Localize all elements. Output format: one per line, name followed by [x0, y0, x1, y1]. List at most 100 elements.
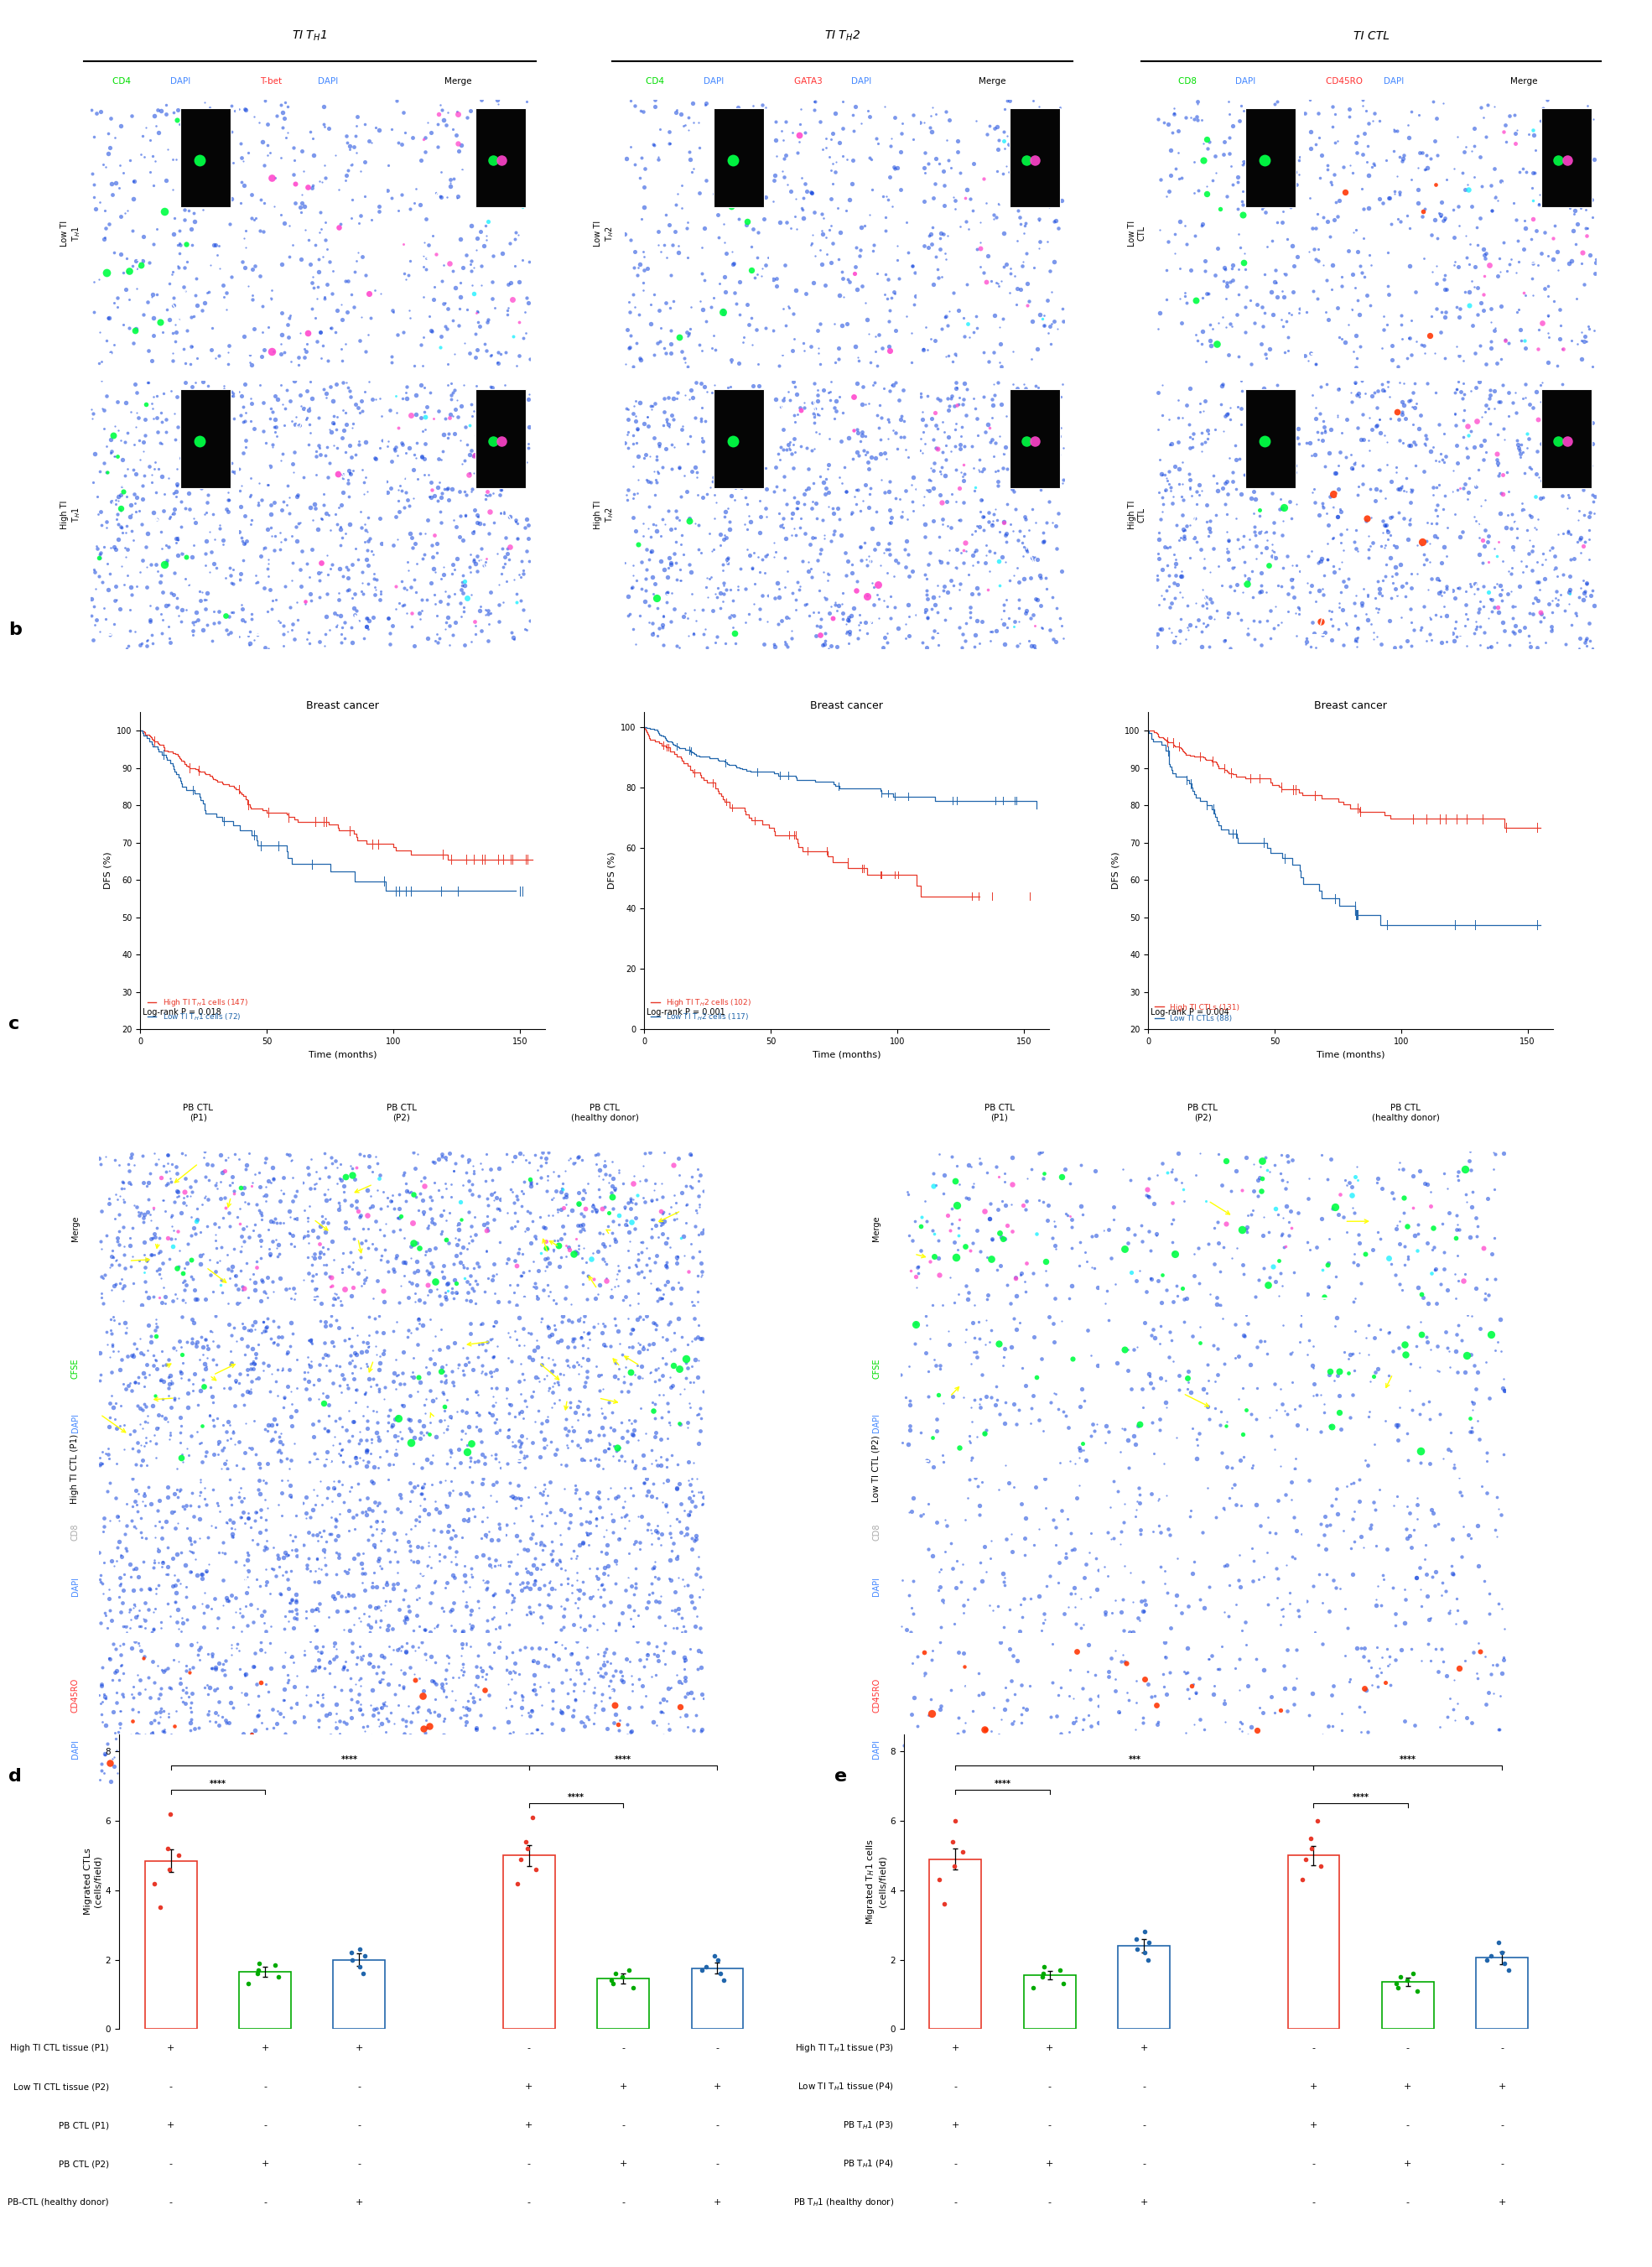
Text: Log-rank P = 0.018: Log-rank P = 0.018: [144, 1009, 221, 1016]
Text: +: +: [952, 2122, 960, 2129]
Text: ****: ****: [995, 1780, 1011, 1789]
Text: +: +: [261, 2160, 269, 2167]
Text: GATA3: GATA3: [795, 77, 824, 86]
Text: -: -: [263, 2199, 266, 2206]
FancyBboxPatch shape: [1009, 390, 1059, 487]
Text: -: -: [169, 2160, 172, 2167]
Text: CD45RO: CD45RO: [872, 1678, 881, 1712]
Legend: High TI T$_H$2 cells (102), Low TI T$_H$2 cells (117): High TI T$_H$2 cells (102), Low TI T$_H$…: [648, 995, 755, 1025]
Text: -: -: [953, 2199, 957, 2206]
Text: -: -: [1047, 2199, 1051, 2206]
Text: -: -: [1142, 2160, 1145, 2167]
Bar: [930, 1859, 981, 2029]
Text: ****: ****: [1399, 1755, 1416, 1764]
Text: -: -: [169, 2083, 172, 2090]
Text: PB CTL
(healthy donor): PB CTL (healthy donor): [1371, 1104, 1441, 1122]
Text: Log-rank P = 0.001: Log-rank P = 0.001: [648, 1009, 725, 1016]
Text: Merge: Merge: [71, 1215, 79, 1242]
Text: -: -: [527, 2160, 530, 2167]
Text: High TI T$_H$1 tissue (P3): High TI T$_H$1 tissue (P3): [795, 2043, 894, 2054]
Text: DAPI: DAPI: [71, 1576, 79, 1596]
Text: PB T$_H$1 (P4): PB T$_H$1 (P4): [843, 2158, 894, 2170]
FancyBboxPatch shape: [1246, 109, 1295, 206]
Text: PB CTL (P1): PB CTL (P1): [59, 2122, 109, 2129]
FancyBboxPatch shape: [1541, 109, 1591, 206]
Text: -: -: [263, 2083, 266, 2090]
Text: Low TI
T$_H$1: Low TI T$_H$1: [59, 220, 83, 247]
Text: TI CTL: TI CTL: [1353, 29, 1389, 43]
Text: CD8: CD8: [71, 1523, 79, 1542]
Text: DAPI: DAPI: [71, 1739, 79, 1759]
Text: +: +: [167, 2122, 175, 2129]
Text: DAPI: DAPI: [851, 77, 872, 86]
Text: PB CTL
(P1): PB CTL (P1): [985, 1104, 1014, 1122]
X-axis label: Time (months): Time (months): [309, 1050, 377, 1059]
Text: +: +: [714, 2083, 722, 2090]
Text: +: +: [620, 2160, 628, 2167]
Legend: High TI CTLs (131), Low TI CTLs (88): High TI CTLs (131), Low TI CTLs (88): [1151, 1000, 1242, 1025]
Text: PB CTL (P2): PB CTL (P2): [59, 2160, 109, 2167]
Bar: [1024, 1975, 1075, 2029]
Title: Breast cancer: Breast cancer: [306, 701, 380, 712]
Text: +: +: [1140, 2045, 1148, 2052]
Text: T-bet: T-bet: [261, 77, 284, 86]
Text: -: -: [527, 2045, 530, 2052]
Text: ****: ****: [1353, 1793, 1370, 1802]
Text: Merge: Merge: [444, 77, 472, 86]
Text: +: +: [355, 2045, 363, 2052]
Bar: [334, 1959, 385, 2029]
Text: -: -: [1406, 2045, 1409, 2052]
Text: +: +: [1310, 2083, 1318, 2090]
Text: -: -: [621, 2045, 624, 2052]
Text: High TI
T$_H$1: High TI T$_H$1: [59, 501, 83, 528]
Text: CD4: CD4: [112, 77, 134, 86]
Y-axis label: DFS (%): DFS (%): [104, 852, 112, 889]
Text: ****: ****: [210, 1780, 226, 1789]
Y-axis label: DFS (%): DFS (%): [608, 852, 616, 889]
Text: PB-CTL (healthy donor): PB-CTL (healthy donor): [8, 2199, 109, 2206]
Y-axis label: Migrated T$_H$1 cells
(cells/field): Migrated T$_H$1 cells (cells/field): [866, 1839, 887, 1925]
Text: PB CTL
(P2): PB CTL (P2): [387, 1104, 416, 1122]
Text: c: c: [8, 1016, 20, 1031]
Legend: High TI T$_H$1 cells (147), Low TI T$_H$1 cells (72): High TI T$_H$1 cells (147), Low TI T$_H$…: [144, 995, 251, 1025]
Text: +: +: [1498, 2083, 1507, 2090]
Text: Low TI
CTL: Low TI CTL: [1128, 220, 1145, 247]
Bar: [240, 1972, 291, 2029]
Text: TI T$_H$1: TI T$_H$1: [292, 29, 327, 43]
Text: -: -: [1047, 2122, 1051, 2129]
Text: +: +: [1404, 2160, 1412, 2167]
Text: DAPI: DAPI: [704, 77, 724, 86]
Text: -: -: [715, 2160, 719, 2167]
Title: Breast cancer: Breast cancer: [809, 701, 884, 712]
Text: -: -: [1312, 2199, 1315, 2206]
Text: -: -: [1406, 2199, 1409, 2206]
Text: High TI
CTL: High TI CTL: [1128, 501, 1145, 528]
Text: Low TI CTL (P2): Low TI CTL (P2): [871, 1435, 881, 1503]
Text: -: -: [1312, 2160, 1315, 2167]
Text: DAPI: DAPI: [1236, 77, 1256, 86]
Text: TI T$_H$2: TI T$_H$2: [824, 29, 861, 43]
Text: CD4: CD4: [646, 77, 667, 86]
Text: +: +: [167, 2045, 175, 2052]
Text: DAPI: DAPI: [170, 77, 190, 86]
Text: -: -: [621, 2199, 624, 2206]
Text: PB CTL
(P2): PB CTL (P2): [1188, 1104, 1218, 1122]
Text: -: -: [953, 2160, 957, 2167]
Text: +: +: [620, 2083, 628, 2090]
Bar: [596, 1979, 649, 2029]
Text: PB T$_H$1 (healthy donor): PB T$_H$1 (healthy donor): [793, 2197, 894, 2208]
X-axis label: Time (months): Time (months): [1317, 1050, 1384, 1059]
Text: -: -: [1142, 2122, 1145, 2129]
Text: e: e: [834, 1768, 847, 1784]
Bar: [1118, 1945, 1170, 2029]
Text: CD8: CD8: [872, 1523, 881, 1542]
Bar: [1287, 1857, 1340, 2029]
X-axis label: Time (months): Time (months): [813, 1050, 881, 1059]
Text: Merge: Merge: [1510, 77, 1538, 86]
Text: CFSE: CFSE: [71, 1358, 79, 1378]
Y-axis label: DFS (%): DFS (%): [1112, 852, 1120, 889]
Text: Low TI
T$_H$2: Low TI T$_H$2: [593, 220, 616, 247]
Text: ****: ****: [342, 1755, 358, 1764]
Text: Low TI CTL tissue (P2): Low TI CTL tissue (P2): [13, 2083, 109, 2090]
FancyBboxPatch shape: [714, 109, 763, 206]
